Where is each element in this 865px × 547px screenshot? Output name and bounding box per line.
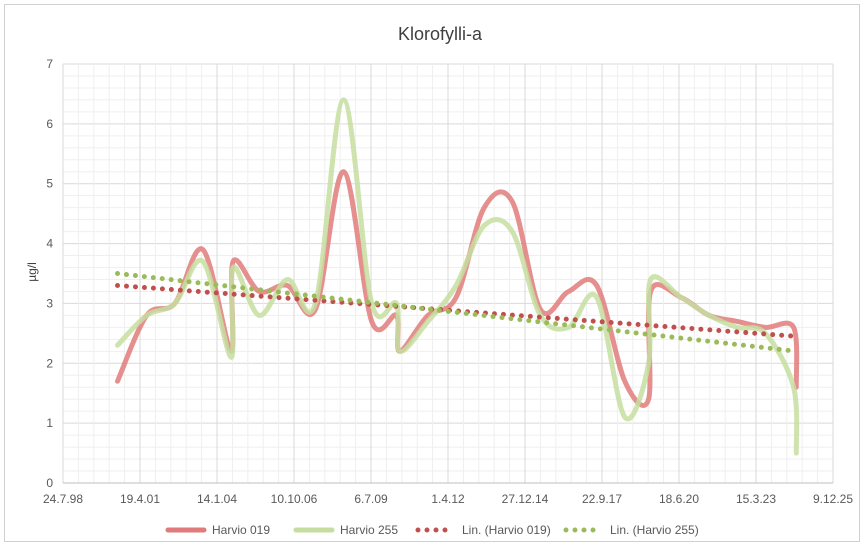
x-tick-label: 14.1.04 [197, 492, 237, 506]
x-tick-label: 6.7.09 [354, 492, 388, 506]
axes: 0 1 2 3 4 5 6 7 24.7.98 19.4.01 14.1.04 10.10.06 6.7… [43, 57, 853, 506]
trendline-lin-harvio-255 [115, 271, 799, 354]
x-tick-label: 22.9.17 [582, 492, 622, 506]
chart-title: Klorofylli-a [398, 24, 483, 44]
legend: Harvio 019 Harvio 255 Lin. (Harvio 019) Lin… [165, 523, 699, 537]
x-tick-label: 1.4.12 [431, 492, 465, 506]
legend-label-harvio-255: Harvio 255 [340, 523, 398, 537]
x-tick-label: 10.10.06 [271, 492, 318, 506]
x-tick-label: 19.4.01 [120, 492, 160, 506]
y-tick-label: 4 [46, 237, 53, 251]
legend-label-harvio-019: Harvio 019 [212, 523, 270, 537]
legend-label-lin-harvio-255: Lin. (Harvio 255) [610, 523, 699, 537]
x-tick-label: 24.7.98 [43, 492, 83, 506]
y-tick-label: 6 [46, 117, 53, 131]
x-tick-label: 9.12.25 [813, 492, 853, 506]
x-tick-label: 27.12.14 [502, 492, 549, 506]
series-line-harvio-255 [115, 97, 800, 456]
y-tick-label: 2 [46, 356, 53, 370]
y-tick-label: 0 [46, 476, 53, 490]
y-tick-label: 5 [46, 177, 53, 191]
legend-label-lin-harvio-019: Lin. (Harvio 019) [462, 523, 551, 537]
chart-frame [4, 4, 860, 542]
grid [62, 63, 834, 484]
y-tick-label: 7 [46, 57, 53, 71]
series-layer [115, 97, 800, 456]
x-tick-label: 15.3.23 [736, 492, 776, 506]
x-tick-label: 18.6.20 [659, 492, 699, 506]
y-axis-label: µg/l [25, 262, 39, 282]
y-tick-label: 3 [46, 296, 53, 310]
y-tick-label: 1 [46, 416, 53, 430]
